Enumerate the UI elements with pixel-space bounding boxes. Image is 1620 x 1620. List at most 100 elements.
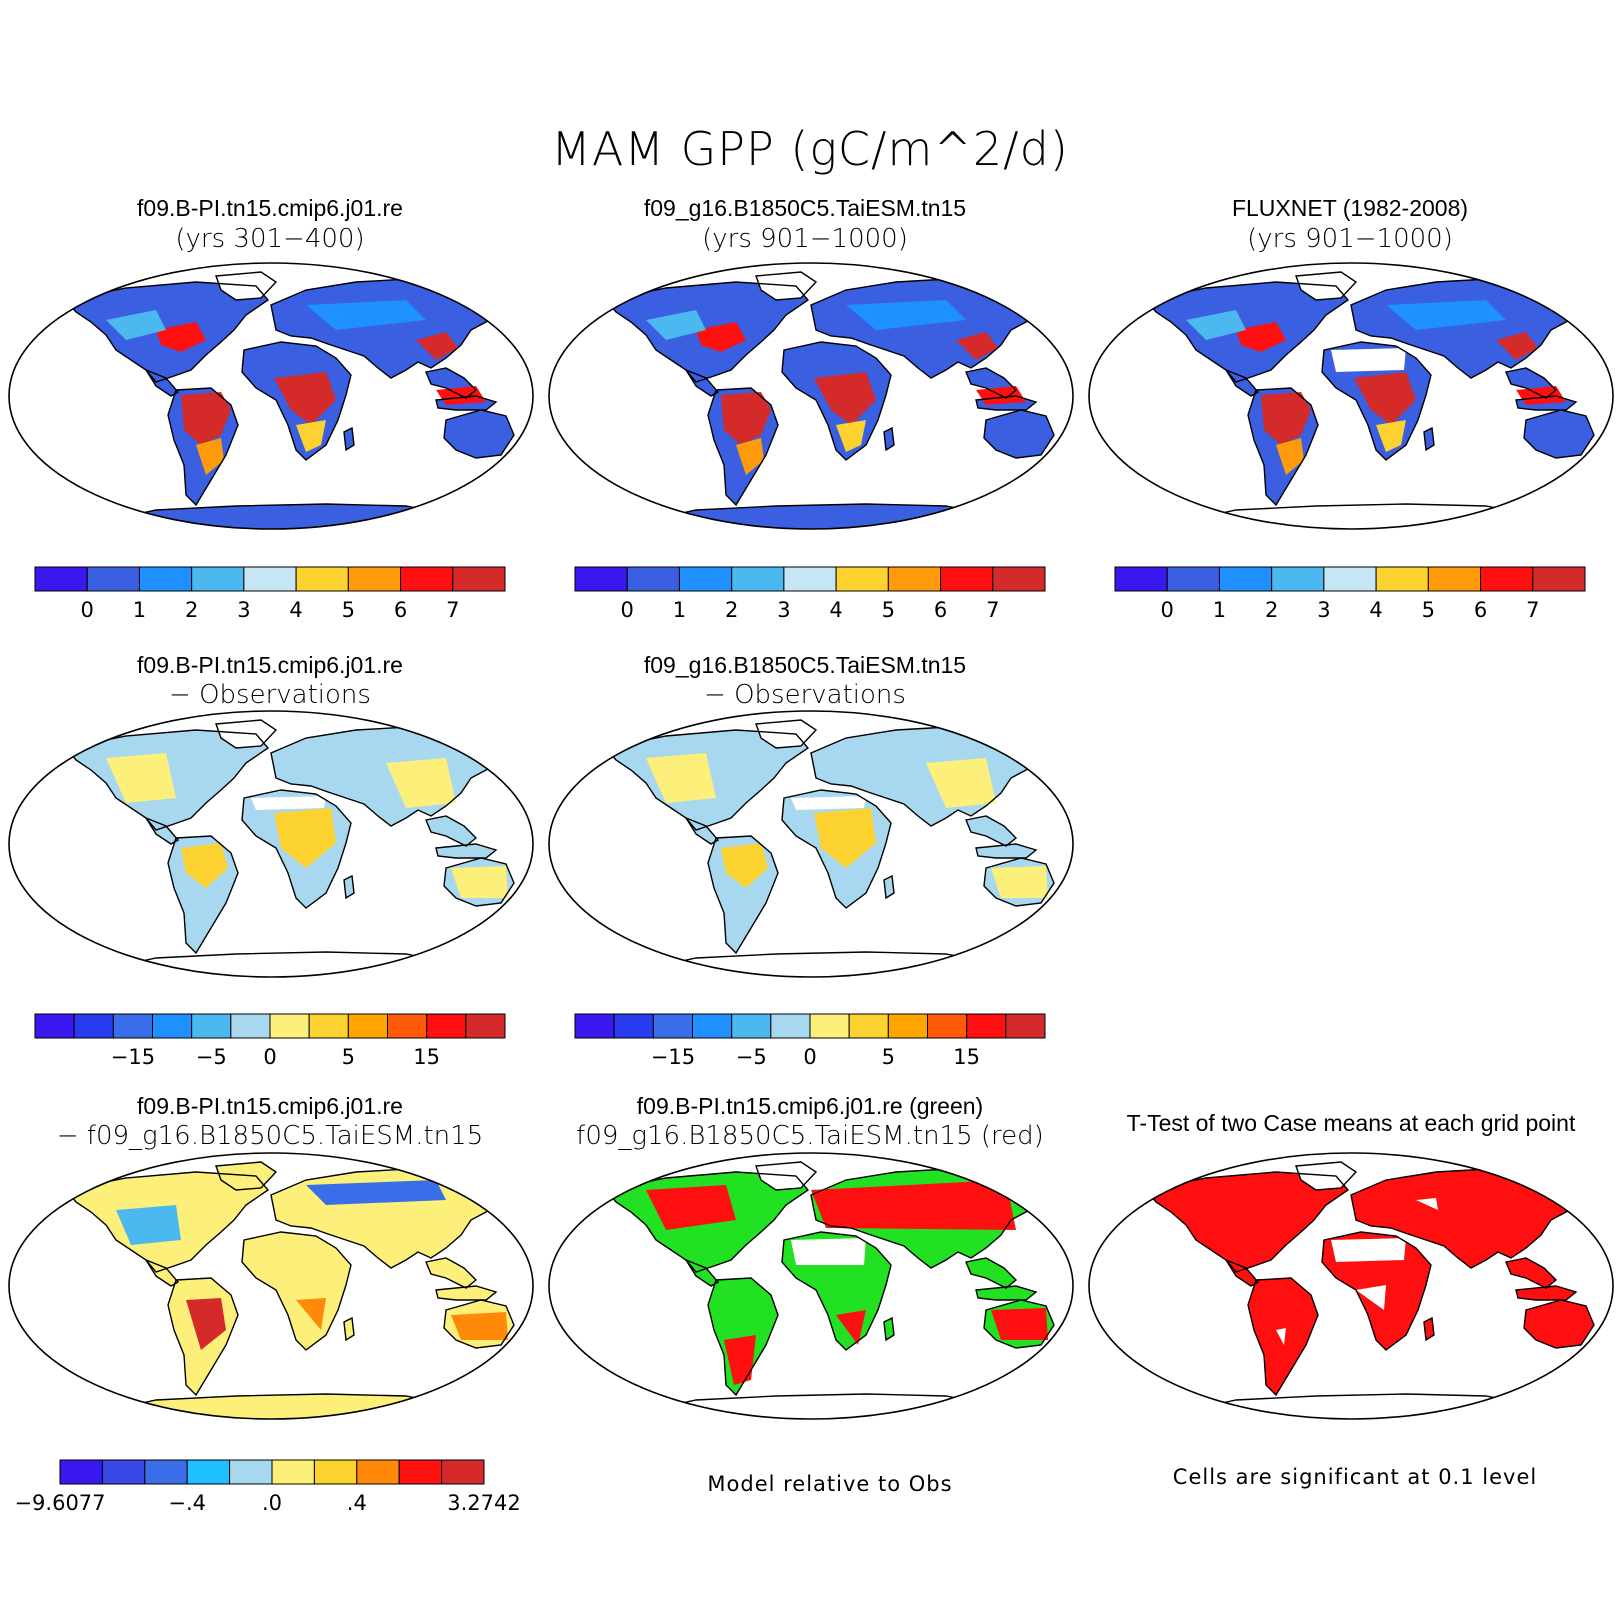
region-patch: [306, 1180, 446, 1205]
coastline-northAmerica: [64, 1171, 270, 1273]
colorbar-swatch: [191, 566, 245, 592]
colorbar-tick-label: 0: [621, 598, 634, 622]
panel-5-subtitle: − Observations: [704, 680, 906, 710]
colorbar-swatch: [887, 566, 942, 592]
colorbar-tick-label: 0: [263, 1045, 276, 1069]
colorbar-tick-label: 5: [1422, 598, 1435, 622]
colorbar-swatch: [152, 1013, 193, 1039]
panel-3-subtitle: (yrs 901−1000): [1247, 224, 1453, 254]
colorbar-swatch: [59, 1459, 103, 1485]
land-madagascar: [1424, 1318, 1434, 1340]
region-patch: [1276, 438, 1304, 475]
colorbar-swatch: [101, 1459, 146, 1485]
colorbar-tick-label: 6: [1474, 598, 1487, 622]
coastline-southAmerica: [707, 1277, 779, 1397]
region-patch: [791, 1238, 866, 1265]
coastline-australia: [1523, 1299, 1595, 1349]
region-patch: [1356, 1285, 1386, 1310]
land-centralAm: [1226, 1260, 1258, 1286]
map-panel-5: [548, 710, 1074, 978]
coastline-greenland: [755, 719, 818, 749]
colorbar-swatch: [848, 1013, 889, 1039]
region-patch: [846, 300, 966, 330]
colorbar-swatch: [1480, 566, 1534, 592]
coastline-africa: [781, 1231, 892, 1351]
colorbar-swatch: [1114, 566, 1168, 592]
colorbar-tick-label: 5: [342, 598, 355, 622]
region-patch: [1496, 332, 1538, 360]
colorbar-tick-label: 5: [882, 598, 895, 622]
coastline-seAsia: [965, 367, 1018, 399]
region-patch: [181, 392, 231, 445]
map-frame: [548, 1152, 1074, 1420]
region-patch: [991, 866, 1048, 898]
land-madagascar: [884, 428, 894, 450]
colorbar-abs-3: 0 1 2 3 4 5 6 7: [1114, 566, 1586, 622]
panel-8-title: T-Test of two Case means at each grid po…: [1126, 1110, 1576, 1136]
colorbar-swatch: [692, 1013, 733, 1039]
colorbar-tick-label: 2: [1265, 598, 1278, 622]
region-patch: [1386, 300, 1506, 330]
coastline-australia: [983, 857, 1055, 907]
region-patch: [1331, 1238, 1406, 1262]
coastline-seAsia: [1505, 367, 1558, 399]
map-frame: [8, 262, 534, 530]
region-patch: [106, 753, 176, 803]
coastline-northAmerica: [1144, 1171, 1350, 1273]
region-patch: [1416, 1198, 1438, 1210]
region-patch: [926, 758, 996, 808]
colorbar-tick-label: 4: [829, 598, 842, 622]
colorbar-swatch: [887, 1013, 929, 1039]
colorbar-tick-label: −15: [651, 1045, 695, 1069]
region-patch: [451, 866, 508, 898]
coastline-southAmerica: [1247, 387, 1319, 507]
colorbar-swatch: [398, 1459, 443, 1485]
land-seAsia: [426, 816, 476, 846]
colorbar-tick-label: 2: [725, 598, 738, 622]
region-patch: [1186, 310, 1246, 340]
colorbar-tick-label: 6: [394, 598, 407, 622]
colorbar-tick-label: 5: [342, 1045, 355, 1069]
coastline-southAmerica: [707, 835, 779, 955]
colorbar-swatch: [347, 1013, 389, 1039]
coastline-australia: [443, 857, 515, 907]
coastline-seAsia: [965, 1257, 1018, 1289]
coastline-africa: [781, 789, 892, 909]
panel-2-subtitle: (yrs 901−1000): [702, 224, 908, 254]
colorbar-swatch: [809, 1013, 850, 1039]
colorbar-swatch: [441, 1459, 485, 1485]
coastline-madagascar: [343, 426, 355, 452]
coastline-madagascar: [883, 874, 895, 900]
region-patch: [274, 372, 336, 425]
colorbar-tick-label: 3: [777, 598, 790, 622]
coastline-northAmerica: [1144, 281, 1350, 383]
map-panel-7: [548, 1152, 1074, 1420]
land-indonesia: [976, 1286, 1036, 1300]
colorbar-swatch: [770, 1013, 811, 1039]
map-panel-2: [548, 262, 1074, 530]
colorbar-swatch: [927, 1013, 968, 1039]
colorbar-swatch: [574, 1013, 615, 1039]
region-patch: [646, 1185, 736, 1230]
colorbar-tick-label: 5: [882, 1045, 895, 1069]
panel-6-subtitle: − f09_g16.B1850C5.TaiESM.tn15: [56, 1121, 484, 1151]
land-madagascar: [1424, 428, 1434, 450]
colorbar-tick-label: 1: [133, 598, 146, 622]
land-madagascar: [344, 876, 354, 898]
land-centralAm: [686, 818, 718, 844]
land-seAsia: [966, 816, 1016, 846]
region-patch: [721, 392, 771, 445]
region-patch: [116, 1205, 181, 1245]
panel-6-title: f09.B-PI.tn15.cmip6.j01.re: [137, 1093, 403, 1119]
land-australia: [1524, 410, 1594, 458]
land-northAmerica: [1146, 1172, 1348, 1272]
coastline-indonesia: [435, 395, 498, 411]
colorbar-swatch: [191, 1013, 232, 1039]
colorbar-tick-label: 7: [446, 598, 459, 622]
colorbar-tick-label: 15: [953, 1045, 980, 1069]
land-madagascar: [884, 876, 894, 898]
colorbar-swatch: [731, 566, 785, 592]
region-patch: [296, 420, 326, 452]
colorbar-swatch: [1427, 566, 1482, 592]
panel-4-subtitle: − Observations: [169, 680, 371, 710]
